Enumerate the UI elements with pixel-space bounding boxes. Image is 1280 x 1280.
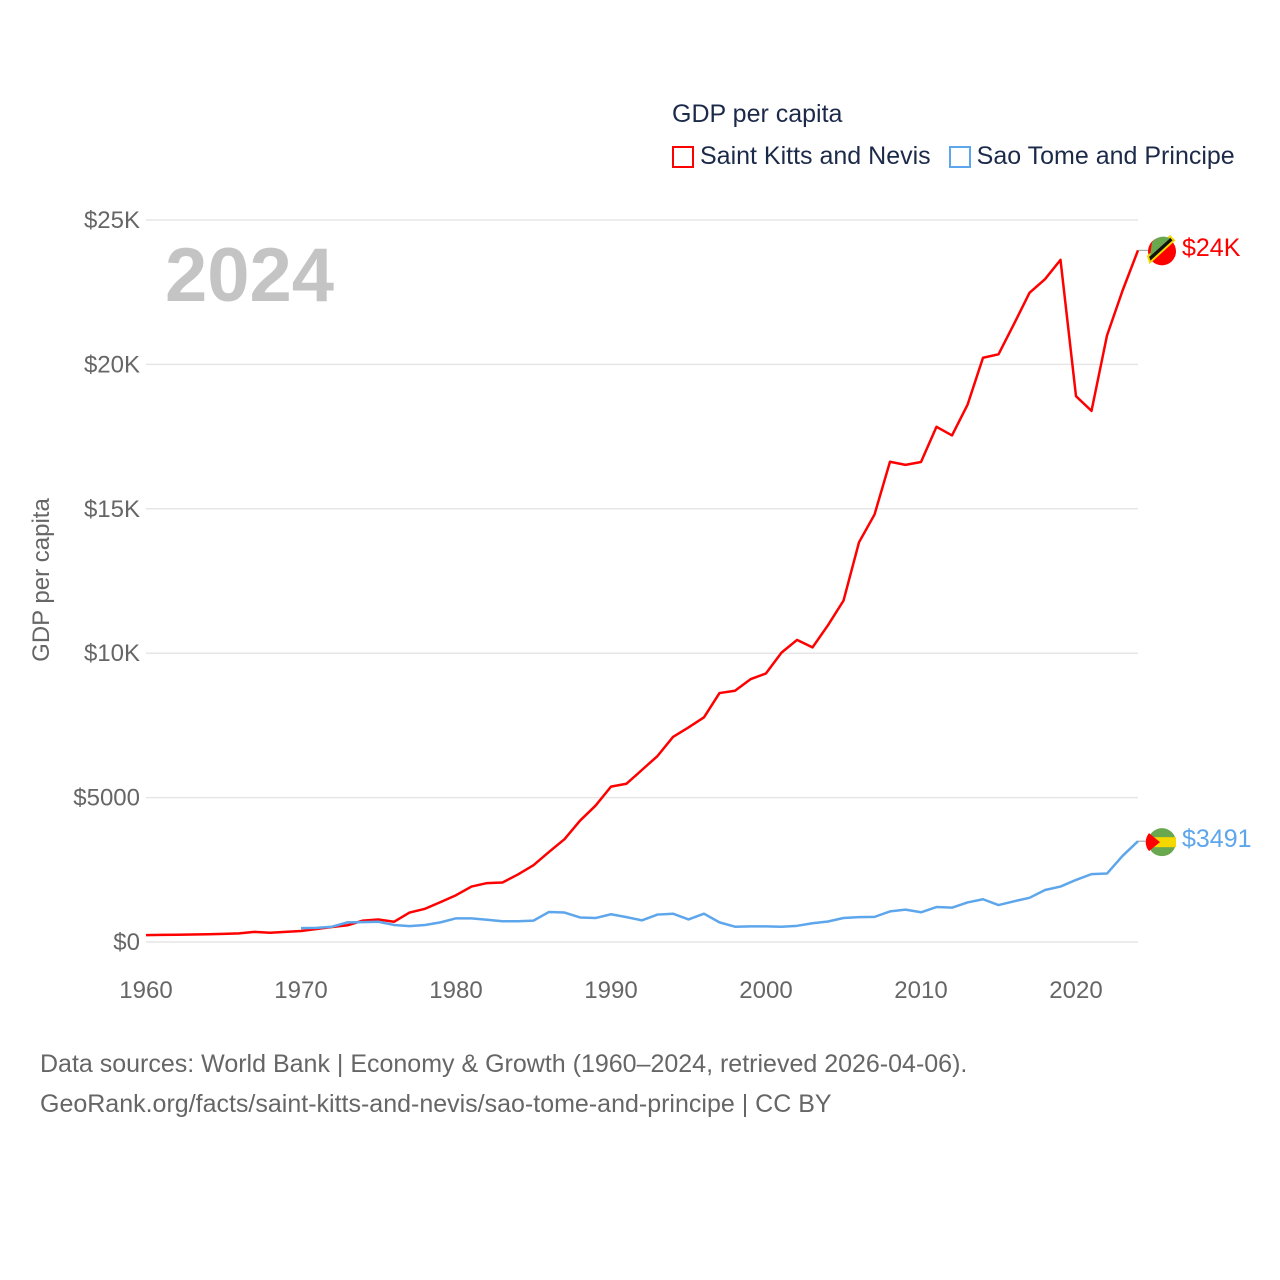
- series-line-0: [145, 249, 1140, 937]
- flag-red-triangle: [1145, 833, 1160, 852]
- legend-swatch-red: [672, 145, 694, 168]
- x-tick-label: 2020: [1049, 977, 1102, 1004]
- flag-band: [1146, 234, 1176, 265]
- data-sources: Data sources: World Bank | Economy & Gro…: [40, 1050, 968, 1078]
- y-tick-label: $0: [113, 929, 140, 956]
- x-tick-label: 1980: [429, 977, 482, 1004]
- y-axis-label: GDP per capita: [28, 498, 55, 662]
- x-tick-label: 1960: [119, 977, 172, 1004]
- y-tick-label: $5000: [73, 785, 140, 812]
- footer: Data sources: World Bank | Economy & Gro…: [40, 1044, 967, 1124]
- legend-swatch-blue: [948, 145, 971, 168]
- year-label: 2024: [165, 233, 335, 318]
- legend-label: Saint Kitts and Nevis: [700, 142, 931, 170]
- end-label-sao-tome: $3491: [1182, 825, 1252, 853]
- legend-item-sao-tome[interactable]: Sao Tome and Principe: [948, 142, 1235, 171]
- legend-title: GDP per capita: [672, 100, 843, 128]
- x-tick-label: 1970: [274, 977, 327, 1004]
- legend-item-saint-kitts[interactable]: Saint Kitts and Nevis: [672, 142, 931, 171]
- x-tick-label: 1990: [584, 977, 637, 1004]
- x-tick-label: 2000: [739, 977, 792, 1004]
- y-tick-label: $15K: [84, 496, 140, 523]
- flag-yellow-band: [1148, 837, 1176, 848]
- x-tick-label: 2010: [894, 977, 947, 1004]
- y-tick-label: $25K: [84, 207, 140, 234]
- y-tick-label: $10K: [84, 640, 140, 667]
- y-tick-label: $20K: [84, 351, 140, 378]
- flag-green: [1150, 236, 1170, 257]
- legend: Saint Kitts and Nevis Sao Tome and Princ…: [672, 142, 1253, 171]
- source-link[interactable]: GeoRank.org/facts/saint-kitts-and-nevis/…: [40, 1090, 832, 1118]
- series-line-1: [300, 840, 1139, 930]
- legend-label: Sao Tome and Principe: [976, 142, 1235, 170]
- end-label-saint-kitts: $24K: [1182, 234, 1241, 262]
